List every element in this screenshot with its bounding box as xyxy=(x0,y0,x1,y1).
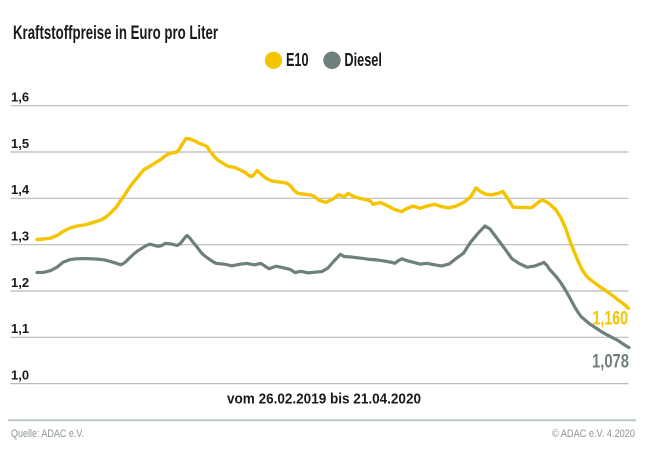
svg-text:1,4: 1,4 xyxy=(11,182,30,197)
svg-text:vom 26.02.2019 bis 21.04.2020: vom 26.02.2019 bis 21.04.2020 xyxy=(227,392,421,408)
svg-text:© ADAC e.V. 4.2020: © ADAC e.V. 4.2020 xyxy=(552,428,635,440)
svg-text:1,6: 1,6 xyxy=(11,90,29,105)
svg-text:1,1: 1,1 xyxy=(11,321,29,336)
svg-text:1,5: 1,5 xyxy=(11,136,29,151)
svg-text:1,078: 1,078 xyxy=(592,352,629,373)
svg-text:Kraftstoffpreise in Euro pro L: Kraftstoffpreise in Euro pro Liter xyxy=(13,23,218,44)
svg-text:Quelle: ADAC e.V.: Quelle: ADAC e.V. xyxy=(11,428,84,440)
svg-text:1,2: 1,2 xyxy=(11,275,29,290)
svg-text:1,0: 1,0 xyxy=(11,367,29,382)
svg-text:E10: E10 xyxy=(286,50,309,70)
svg-text:Diesel: Diesel xyxy=(344,50,382,70)
svg-text:1,160: 1,160 xyxy=(593,308,629,329)
svg-text:1,3: 1,3 xyxy=(11,229,29,244)
